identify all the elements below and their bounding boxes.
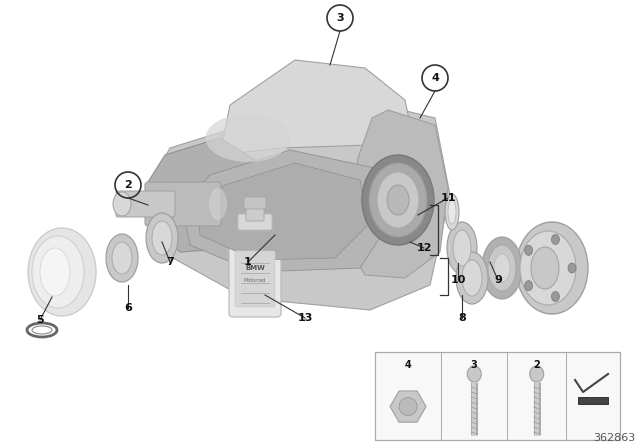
Text: Motorrad: Motorrad bbox=[244, 277, 266, 283]
Text: 13: 13 bbox=[298, 313, 313, 323]
Text: 1: 1 bbox=[244, 257, 252, 267]
Text: 2: 2 bbox=[124, 180, 132, 190]
Ellipse shape bbox=[369, 163, 427, 237]
Text: 362863: 362863 bbox=[593, 433, 635, 443]
Text: 7: 7 bbox=[166, 257, 174, 267]
Ellipse shape bbox=[456, 252, 488, 304]
Ellipse shape bbox=[467, 366, 481, 382]
Text: 2: 2 bbox=[533, 360, 540, 370]
Text: 3: 3 bbox=[471, 360, 477, 370]
Ellipse shape bbox=[568, 263, 576, 273]
FancyBboxPatch shape bbox=[229, 219, 281, 317]
Ellipse shape bbox=[32, 236, 84, 308]
Text: 6: 6 bbox=[124, 303, 132, 313]
Ellipse shape bbox=[525, 246, 532, 255]
Ellipse shape bbox=[525, 280, 532, 291]
Text: 4: 4 bbox=[431, 73, 439, 83]
FancyBboxPatch shape bbox=[116, 191, 175, 217]
Ellipse shape bbox=[209, 188, 227, 220]
Ellipse shape bbox=[453, 230, 471, 266]
Text: 3: 3 bbox=[336, 13, 344, 23]
Ellipse shape bbox=[113, 192, 131, 216]
Polygon shape bbox=[220, 60, 415, 155]
FancyBboxPatch shape bbox=[238, 214, 272, 230]
Ellipse shape bbox=[448, 200, 456, 224]
FancyBboxPatch shape bbox=[246, 205, 264, 221]
Ellipse shape bbox=[205, 114, 291, 162]
Ellipse shape bbox=[520, 231, 576, 305]
FancyBboxPatch shape bbox=[244, 197, 266, 209]
Text: BMW: BMW bbox=[245, 265, 265, 271]
FancyBboxPatch shape bbox=[375, 352, 620, 440]
Polygon shape bbox=[578, 397, 608, 404]
Polygon shape bbox=[148, 138, 258, 252]
Ellipse shape bbox=[530, 366, 544, 382]
Ellipse shape bbox=[146, 213, 178, 263]
Polygon shape bbox=[148, 95, 450, 310]
Ellipse shape bbox=[377, 172, 419, 228]
Text: 5: 5 bbox=[36, 315, 44, 325]
Polygon shape bbox=[345, 110, 448, 278]
FancyBboxPatch shape bbox=[145, 182, 221, 226]
Text: 10: 10 bbox=[451, 275, 466, 285]
FancyBboxPatch shape bbox=[235, 251, 275, 307]
Ellipse shape bbox=[488, 245, 516, 291]
Text: 4: 4 bbox=[404, 360, 412, 370]
Ellipse shape bbox=[531, 247, 559, 289]
Text: 11: 11 bbox=[440, 193, 456, 203]
Ellipse shape bbox=[32, 326, 52, 334]
Ellipse shape bbox=[447, 222, 477, 274]
Circle shape bbox=[399, 397, 417, 416]
Ellipse shape bbox=[28, 228, 96, 316]
Ellipse shape bbox=[106, 234, 138, 282]
Ellipse shape bbox=[494, 254, 510, 282]
Text: 9: 9 bbox=[494, 275, 502, 285]
Ellipse shape bbox=[112, 242, 132, 274]
Ellipse shape bbox=[152, 221, 172, 255]
Ellipse shape bbox=[40, 248, 70, 296]
Ellipse shape bbox=[362, 155, 434, 245]
Ellipse shape bbox=[482, 237, 522, 299]
Ellipse shape bbox=[516, 222, 588, 314]
Ellipse shape bbox=[445, 194, 459, 230]
Ellipse shape bbox=[552, 234, 559, 245]
Text: 8: 8 bbox=[458, 313, 466, 323]
Ellipse shape bbox=[552, 292, 559, 302]
Ellipse shape bbox=[387, 185, 409, 215]
Text: 12: 12 bbox=[416, 243, 432, 253]
Polygon shape bbox=[198, 163, 368, 260]
Ellipse shape bbox=[462, 260, 482, 296]
Polygon shape bbox=[182, 150, 388, 272]
